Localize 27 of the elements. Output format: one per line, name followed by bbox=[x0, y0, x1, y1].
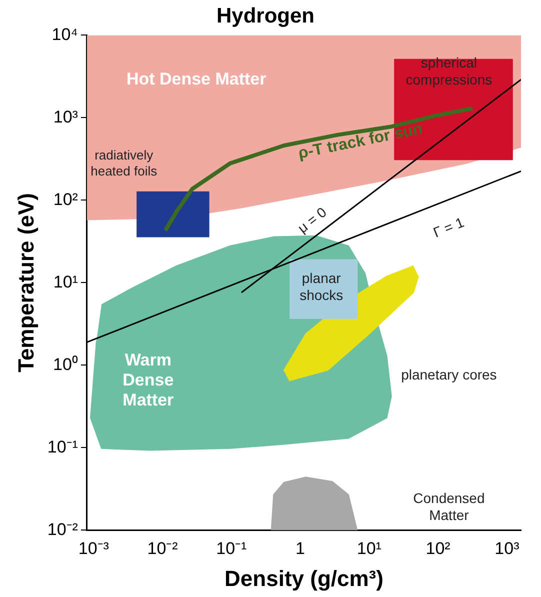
y-tick-label: 10⁻¹ bbox=[47, 437, 78, 456]
chart-title: Hydrogen bbox=[216, 4, 315, 28]
x-tick-label: 1 bbox=[296, 539, 306, 558]
annotation: Condensed Matter bbox=[413, 490, 485, 523]
y-tick-label: 10⁻² bbox=[47, 520, 78, 539]
y-tick-label: 10² bbox=[53, 190, 78, 209]
x-axis-title: Density (g/cm³) bbox=[224, 566, 384, 591]
annotation: Γ = 1 bbox=[430, 214, 466, 240]
y-tick-label: 10⁴ bbox=[52, 24, 78, 44]
y-tick-label: 10³ bbox=[53, 107, 78, 126]
y-tick-label: 10¹ bbox=[53, 272, 78, 292]
annotation: planetary cores bbox=[401, 366, 497, 382]
y-tick-label: 10⁰ bbox=[53, 354, 78, 374]
x-tick-label: 10¹ bbox=[356, 539, 382, 558]
x-tick-label: 10⁻² bbox=[147, 539, 178, 558]
x-tick-label: 10³ bbox=[494, 539, 520, 558]
x-tick-label: 10⁻¹ bbox=[216, 539, 248, 558]
annotation: spherical compressions bbox=[406, 54, 492, 88]
y-axis-title: Temperature (eV) bbox=[13, 193, 38, 372]
annotation: ρ-T track for sun bbox=[296, 120, 424, 162]
x-tick-label: 10² bbox=[426, 539, 451, 558]
x-tick-label: 10⁻³ bbox=[78, 539, 110, 558]
annotation: radiatively heated foils bbox=[90, 147, 158, 178]
annotation: Hot Dense Matter bbox=[126, 69, 267, 88]
annotation: Warm Dense Matter bbox=[122, 350, 174, 410]
annotation: μ = 0 bbox=[294, 204, 330, 236]
annotation: planar shocks bbox=[300, 270, 344, 304]
